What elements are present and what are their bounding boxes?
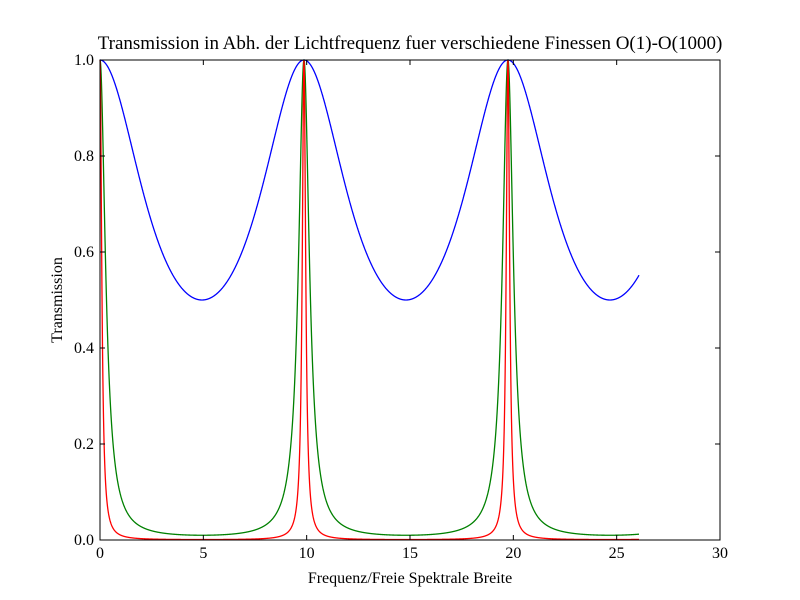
chart-title: Transmission in Abh. der Lichtfrequenz f… xyxy=(98,33,723,54)
series-line-f-100 xyxy=(99,58,639,536)
series-line-f-1 xyxy=(100,59,640,301)
x-axis-label: Frequenz/Freie Spektrale Breite xyxy=(308,570,512,587)
x-tick-label: 15 xyxy=(402,545,418,562)
x-tick-label: 10 xyxy=(299,545,315,562)
x-tick-label: 0 xyxy=(96,545,104,562)
axis-ticks: 0 5 10 15 20 25 30 0.0 0.2 0.4 0.6 0.8 1.0 xyxy=(74,52,728,562)
x-tick-label: 5 xyxy=(199,545,207,562)
series-line-f-1000 xyxy=(99,59,639,541)
y-tick-label: 0.6 xyxy=(74,244,94,261)
x-tick-label: 30 xyxy=(712,545,728,562)
y-axis-label: Transmission xyxy=(49,257,66,343)
y-tick-label: 0.2 xyxy=(74,436,94,453)
y-tick-label: 0.8 xyxy=(74,148,94,165)
y-tick-label: 0.0 xyxy=(74,532,94,549)
x-tick-label: 20 xyxy=(505,545,521,562)
plot-area xyxy=(99,58,640,541)
axes-frame xyxy=(99,59,721,541)
y-tick-label: 0.4 xyxy=(74,340,94,357)
x-tick-label: 25 xyxy=(609,545,625,562)
y-tick-label: 1.0 xyxy=(74,52,94,69)
